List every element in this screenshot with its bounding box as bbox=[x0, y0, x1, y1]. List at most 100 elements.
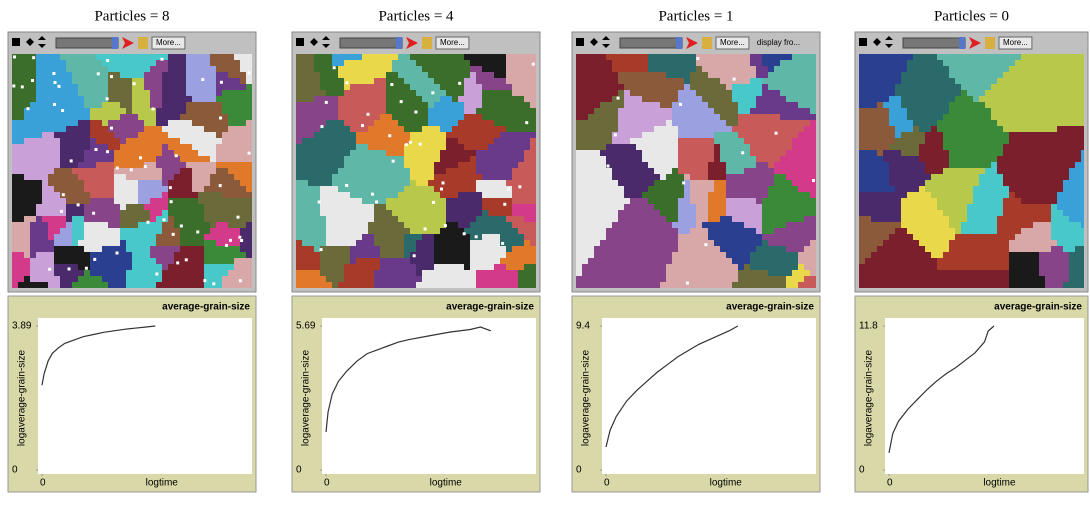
grain-cell bbox=[374, 252, 380, 258]
grain-cell bbox=[798, 60, 804, 66]
grain-cell bbox=[780, 264, 786, 270]
grain-cell bbox=[690, 216, 696, 222]
grain-cell bbox=[672, 264, 678, 270]
grain-cell bbox=[666, 234, 672, 240]
grain-cell bbox=[744, 276, 750, 282]
grain-cell bbox=[804, 270, 810, 276]
grain-cell bbox=[434, 102, 440, 108]
grain-cell bbox=[600, 216, 606, 222]
grain-cell bbox=[1027, 66, 1033, 72]
grain-cell bbox=[744, 168, 750, 174]
grain-cell bbox=[804, 72, 810, 78]
grain-cell bbox=[132, 72, 138, 78]
grain-cell bbox=[108, 132, 114, 138]
grain-cell bbox=[1027, 60, 1033, 66]
grain-cell bbox=[326, 150, 332, 156]
grain-cell bbox=[518, 270, 524, 276]
grain-cell bbox=[12, 96, 18, 102]
grain-cell bbox=[96, 102, 102, 108]
grain-cell bbox=[302, 90, 308, 96]
grain-cell bbox=[96, 162, 102, 168]
grain-cell bbox=[666, 72, 672, 78]
grain-cell bbox=[210, 66, 216, 72]
grain-cell bbox=[672, 228, 678, 234]
grain-cell bbox=[624, 240, 630, 246]
grain-cell bbox=[488, 66, 494, 72]
grain-cell bbox=[452, 54, 458, 60]
grain-cell bbox=[410, 246, 416, 252]
grain-cell bbox=[54, 126, 60, 132]
grain-cell bbox=[780, 114, 786, 120]
grain-cell bbox=[488, 264, 494, 270]
grain-cell bbox=[210, 120, 216, 126]
grain-cell bbox=[500, 150, 506, 156]
grain-cell bbox=[582, 216, 588, 222]
grain-cell bbox=[750, 126, 756, 132]
grain-cell bbox=[792, 60, 798, 66]
grain-cell bbox=[222, 216, 228, 222]
grain-cell bbox=[636, 132, 642, 138]
grain-cell bbox=[156, 96, 162, 102]
grain-cell bbox=[24, 72, 30, 78]
grain-cell bbox=[804, 138, 810, 144]
grain-cell bbox=[332, 216, 338, 222]
particle bbox=[110, 75, 113, 78]
grain-cell bbox=[494, 192, 500, 198]
grain-cell bbox=[606, 258, 612, 264]
grain-cell bbox=[768, 144, 774, 150]
grain-cell bbox=[132, 180, 138, 186]
grain-cell bbox=[48, 144, 54, 150]
grain-cell bbox=[174, 216, 180, 222]
grain-cell bbox=[368, 180, 374, 186]
grain-cell bbox=[180, 60, 186, 66]
grain-cell bbox=[374, 174, 380, 180]
grain-cell bbox=[780, 276, 786, 282]
grain-cell bbox=[126, 264, 132, 270]
grain-cell bbox=[240, 96, 246, 102]
grain-cell bbox=[174, 120, 180, 126]
grain-cell bbox=[648, 180, 654, 186]
grain-cell bbox=[494, 198, 500, 204]
grain-cell bbox=[660, 132, 666, 138]
grain-cell bbox=[30, 222, 36, 228]
grain-cell bbox=[422, 144, 428, 150]
grain-cell bbox=[636, 198, 642, 204]
grain-cell bbox=[576, 120, 582, 126]
grain-cell bbox=[576, 282, 582, 288]
grain-cell bbox=[180, 168, 186, 174]
grain-cell bbox=[786, 264, 792, 270]
grain-cell bbox=[738, 174, 744, 180]
grain-cell bbox=[1069, 54, 1075, 60]
grain-cell bbox=[756, 78, 762, 84]
grain-cell bbox=[500, 162, 506, 168]
grain-cell bbox=[246, 138, 252, 144]
grain-cell bbox=[12, 126, 18, 132]
grain-cell bbox=[440, 204, 446, 210]
grain-cell bbox=[246, 168, 252, 174]
grain-cell bbox=[1021, 66, 1027, 72]
grain-cell bbox=[192, 156, 198, 162]
grain-cell bbox=[792, 282, 798, 288]
grain-cell bbox=[78, 246, 84, 252]
grain-cell bbox=[672, 114, 678, 120]
grain-cell bbox=[54, 144, 60, 150]
grain-cell bbox=[18, 60, 24, 66]
grain-cell bbox=[606, 168, 612, 174]
grain-cell bbox=[744, 240, 750, 246]
grain-cell bbox=[594, 270, 600, 276]
grain-cell bbox=[126, 228, 132, 234]
grain-cell bbox=[997, 54, 1003, 60]
grain-cell bbox=[156, 282, 162, 288]
grain-cell bbox=[138, 84, 144, 90]
grain-cell bbox=[362, 168, 368, 174]
grain-cell bbox=[630, 240, 636, 246]
grain-cell bbox=[18, 90, 24, 96]
grain-cell bbox=[732, 246, 738, 252]
grain-cell bbox=[222, 102, 228, 108]
grain-cell bbox=[458, 66, 464, 72]
grain-cell bbox=[919, 66, 925, 72]
grain-cell bbox=[228, 252, 234, 258]
grain-cell bbox=[648, 228, 654, 234]
grain-cell bbox=[518, 114, 524, 120]
particle bbox=[54, 81, 57, 84]
